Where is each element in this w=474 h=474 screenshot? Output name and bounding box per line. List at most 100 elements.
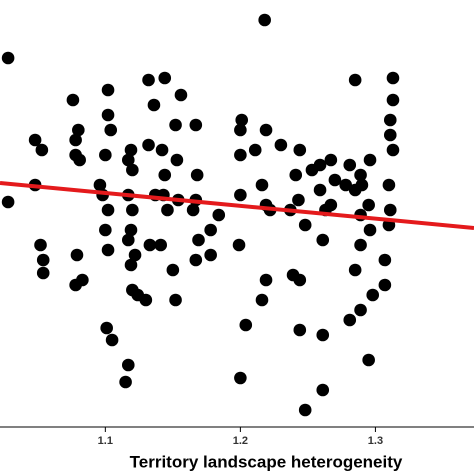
point <box>126 203 139 217</box>
point <box>259 123 273 137</box>
point <box>313 158 327 172</box>
point <box>161 203 174 217</box>
point <box>126 163 139 177</box>
point <box>119 375 132 389</box>
point <box>128 248 142 262</box>
point <box>158 71 172 85</box>
point <box>316 383 330 397</box>
point <box>121 358 135 372</box>
point <box>313 183 327 197</box>
point <box>28 133 42 147</box>
point <box>72 123 85 137</box>
point <box>189 118 203 132</box>
point <box>192 233 205 247</box>
point <box>147 98 161 112</box>
point <box>293 143 307 157</box>
point <box>186 203 200 217</box>
point <box>105 333 119 347</box>
point <box>232 238 246 252</box>
point <box>99 148 112 162</box>
point <box>124 223 138 237</box>
point <box>158 168 172 182</box>
point <box>142 73 155 87</box>
point <box>298 403 312 417</box>
point <box>174 88 188 102</box>
point <box>100 321 113 335</box>
point <box>363 153 377 167</box>
point <box>354 303 367 317</box>
point <box>293 323 307 337</box>
point <box>124 258 138 272</box>
x-axis-label: Territory landscape heterogeneity <box>130 452 403 471</box>
point <box>143 238 157 252</box>
point <box>258 13 271 27</box>
point <box>76 273 89 287</box>
point <box>101 243 115 257</box>
point <box>324 153 338 167</box>
point <box>378 253 392 267</box>
point <box>93 178 107 192</box>
point <box>316 328 330 342</box>
point <box>328 173 342 187</box>
point <box>121 233 135 247</box>
point <box>101 203 115 217</box>
point <box>36 253 50 267</box>
trend-line <box>0 181 474 230</box>
point <box>339 178 353 192</box>
point <box>293 273 307 287</box>
point <box>348 263 362 277</box>
point <box>316 233 330 247</box>
point <box>155 143 169 157</box>
point <box>166 263 180 277</box>
point <box>234 148 247 162</box>
point <box>354 238 367 252</box>
point <box>234 371 247 385</box>
point <box>101 108 115 122</box>
point <box>234 123 247 137</box>
point <box>1 51 15 65</box>
point <box>239 318 253 332</box>
point <box>274 138 288 152</box>
point <box>189 253 203 267</box>
point <box>169 118 182 132</box>
point <box>386 71 400 85</box>
point <box>289 168 303 182</box>
point <box>169 293 182 307</box>
point <box>190 168 204 182</box>
point <box>378 278 392 292</box>
point <box>298 218 312 232</box>
point <box>383 203 397 217</box>
point <box>69 133 82 147</box>
x-tick-label: 1.1 <box>98 435 113 447</box>
point <box>386 143 400 157</box>
point <box>1 195 15 209</box>
point <box>362 353 375 367</box>
x-tick-label: 1.2 <box>233 435 248 447</box>
point <box>234 188 247 202</box>
point <box>383 128 397 142</box>
point <box>292 193 305 207</box>
point <box>154 238 168 252</box>
point <box>355 178 369 192</box>
point <box>343 313 357 327</box>
point <box>343 158 357 172</box>
point <box>386 93 400 107</box>
point <box>235 113 249 127</box>
point <box>259 273 273 287</box>
point <box>99 223 112 237</box>
point <box>382 178 396 192</box>
point <box>35 143 49 157</box>
point <box>73 153 86 167</box>
point <box>363 223 377 237</box>
point <box>101 83 115 97</box>
point <box>366 288 380 302</box>
point <box>70 248 84 262</box>
point <box>170 153 184 167</box>
point <box>139 293 153 307</box>
point <box>255 293 269 307</box>
point <box>121 153 135 167</box>
point <box>104 123 118 137</box>
point <box>66 93 80 107</box>
point <box>248 143 262 157</box>
